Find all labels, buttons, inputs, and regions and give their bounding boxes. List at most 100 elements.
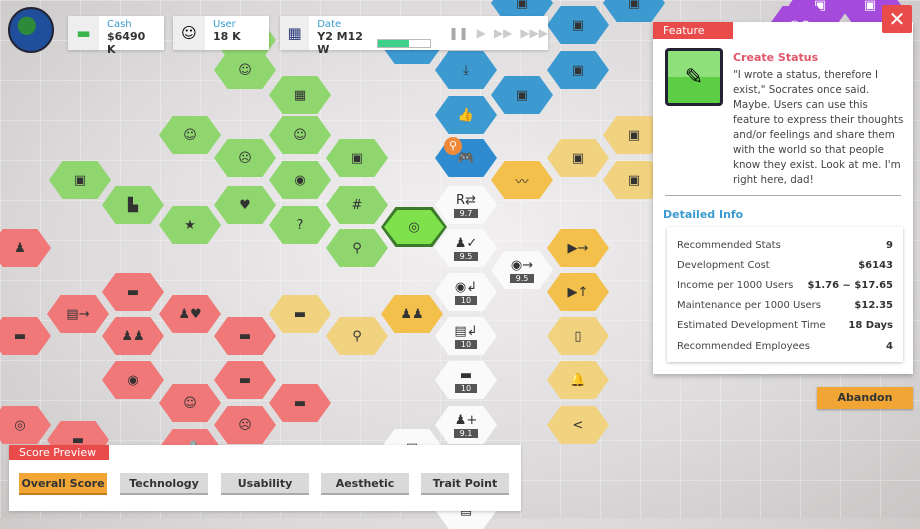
feature-node-icon: ♟♥ <box>178 306 202 322</box>
feature-node[interactable]: ⚲ <box>326 229 388 267</box>
feature-node-icon: ◉↲ <box>454 279 478 295</box>
feature-node-icon: ▙ <box>128 197 138 213</box>
feature-node[interactable]: ▤→ <box>47 295 109 333</box>
feature-node[interactable]: ☹ <box>214 406 276 444</box>
feature-node[interactable]: ▬ <box>214 317 276 355</box>
feature-node[interactable]: ☺ <box>159 384 221 422</box>
feature-node-icon: ▬ <box>238 372 252 388</box>
pause-button[interactable]: ❚❚ <box>448 26 469 40</box>
feature-node[interactable]: ◉ <box>269 161 331 199</box>
feature-node[interactable]: ♟♟ <box>381 295 443 333</box>
feature-node-icon: # <box>351 197 363 213</box>
feature-node[interactable]: ♥ <box>214 186 276 224</box>
feature-node[interactable]: ▬ <box>102 273 164 311</box>
feature-node[interactable]: ◉ <box>102 361 164 399</box>
feature-node-icon: ▬ <box>293 395 307 411</box>
detail-label: Income per 1000 Users <box>677 279 794 291</box>
feature-node[interactable]: < <box>547 406 609 444</box>
feature-node[interactable]: ▬ <box>214 361 276 399</box>
feature-node-icon: ⚲ <box>352 240 362 256</box>
close-button[interactable]: ✕ <box>882 5 912 33</box>
feature-node[interactable]: ▣ <box>547 51 609 89</box>
feature-node-icon: ⚲ <box>352 328 362 344</box>
feature-node[interactable]: ▶↑ <box>547 273 609 311</box>
feature-node-icon: ▦ <box>293 87 307 103</box>
feature-node[interactable]: ▣ <box>547 6 609 44</box>
feature-node-icon: ▣ <box>627 0 641 11</box>
feature-node[interactable]: ⤓ <box>435 51 497 89</box>
feature-node-icon: 👍 <box>457 107 475 123</box>
abandon-button[interactable]: Abandon <box>817 387 913 409</box>
feature-node-icon: ♟♟ <box>121 328 145 344</box>
feature-node[interactable]: # <box>326 186 388 224</box>
play-button[interactable]: ▶ <box>476 26 486 40</box>
feature-node[interactable]: ☺ <box>214 51 276 89</box>
tab-overall-score[interactable]: Overall Score <box>19 473 107 495</box>
feature-node[interactable]: ♟✓ 9.5 <box>435 229 497 267</box>
feature-description: "I wrote a status, therefore I exist," S… <box>733 69 904 186</box>
feature-node[interactable]: ☺ <box>159 116 221 154</box>
feature-node[interactable]: ▙ <box>102 186 164 224</box>
feature-node[interactable]: ▦ <box>269 76 331 114</box>
feature-node[interactable]: ▬ <box>269 384 331 422</box>
feature-node[interactable]: ▤↲ 10 <box>435 317 497 355</box>
chat-bubble-icon: ◎ <box>384 210 444 244</box>
feature-node[interactable]: 〰 <box>491 161 553 199</box>
feature-node[interactable]: ♟♥ <box>159 295 221 333</box>
feature-node-icon: ☺ <box>183 127 197 143</box>
feature-node[interactable]: ☺ <box>269 116 331 154</box>
feature-node-icon: ♥ <box>239 197 251 213</box>
feature-node[interactable]: ▣ <box>491 76 553 114</box>
feature-node-icon: < <box>572 417 584 433</box>
detail-value: 18 Days <box>848 320 893 332</box>
feature-node-icon: 〰 <box>515 174 529 190</box>
user-value: 18 K <box>213 30 241 43</box>
tab-usability[interactable]: Usability <box>221 473 309 495</box>
fast-forward-button[interactable]: ▶▶ <box>493 26 513 40</box>
selected-feature-node[interactable]: ◎ <box>381 207 447 247</box>
feature-node[interactable]: ▣ <box>49 161 111 199</box>
tab-technology[interactable]: Technology <box>120 473 208 495</box>
tab-trait-point[interactable]: Trait Point <box>421 473 509 495</box>
feature-node-icon: ▬ <box>238 328 252 344</box>
feature-node[interactable]: 🔔 <box>547 361 609 399</box>
feature-node[interactable]: ☹ <box>214 139 276 177</box>
feature-node-icon: ▶↑ <box>567 284 589 300</box>
feature-node[interactable]: ★ <box>159 206 221 244</box>
feature-node[interactable]: ▬ 10 <box>435 361 497 399</box>
user-avatar-icon: ☺ <box>173 16 205 50</box>
feature-node[interactable]: ⚲ <box>326 317 388 355</box>
week-progress-bar <box>377 38 431 48</box>
feature-node[interactable]: ▣ <box>603 0 665 22</box>
user-label: User <box>213 19 236 30</box>
detail-row: Recommended Employees 4 <box>677 336 893 356</box>
feature-node-icon: ? <box>296 217 304 233</box>
feature-node[interactable]: R⇄ 9.7 <box>435 186 497 224</box>
feature-node-icon: ▣ <box>515 0 529 11</box>
detail-value: $12.35 <box>854 300 893 312</box>
feature-node-icon: ▬ <box>126 284 140 300</box>
tab-aesthetic[interactable]: Aesthetic <box>321 473 409 495</box>
feature-node-icon: ▬ <box>293 306 307 322</box>
feature-node[interactable]: ▶→ <box>547 229 609 267</box>
feature-node-icon: ⤓ <box>463 62 469 78</box>
globe-icon[interactable] <box>8 7 54 53</box>
feature-node[interactable]: ▬ <box>269 295 331 333</box>
pencil-icon: ✎ <box>665 48 723 106</box>
feature-node-icon: ▣ <box>571 62 585 78</box>
feature-node[interactable]: ◉→ 9.5 <box>491 251 553 289</box>
feature-node[interactable]: ♟+ 9.1 <box>435 406 497 444</box>
detail-label: Recommended Stats <box>677 239 781 251</box>
feature-node[interactable]: 👍 <box>435 96 497 134</box>
feature-node[interactable]: ♟♟ <box>102 317 164 355</box>
feature-node[interactable]: ◉↲ 10 <box>435 273 497 311</box>
feature-node[interactable]: ▣ <box>326 139 388 177</box>
detail-label: Maintenance per 1000 Users <box>677 300 821 312</box>
feature-node[interactable]: ▯ <box>547 317 609 355</box>
feature-node-icon: ★ <box>184 217 196 233</box>
feature-node[interactable]: ▣ <box>547 139 609 177</box>
gamepad-feature-node[interactable]: 🎮 <box>435 139 497 177</box>
feature-node[interactable]: ? <box>269 206 331 244</box>
fastest-button[interactable]: ▶▶▶ <box>520 26 548 40</box>
calendar-icon: ▦ <box>280 16 310 50</box>
